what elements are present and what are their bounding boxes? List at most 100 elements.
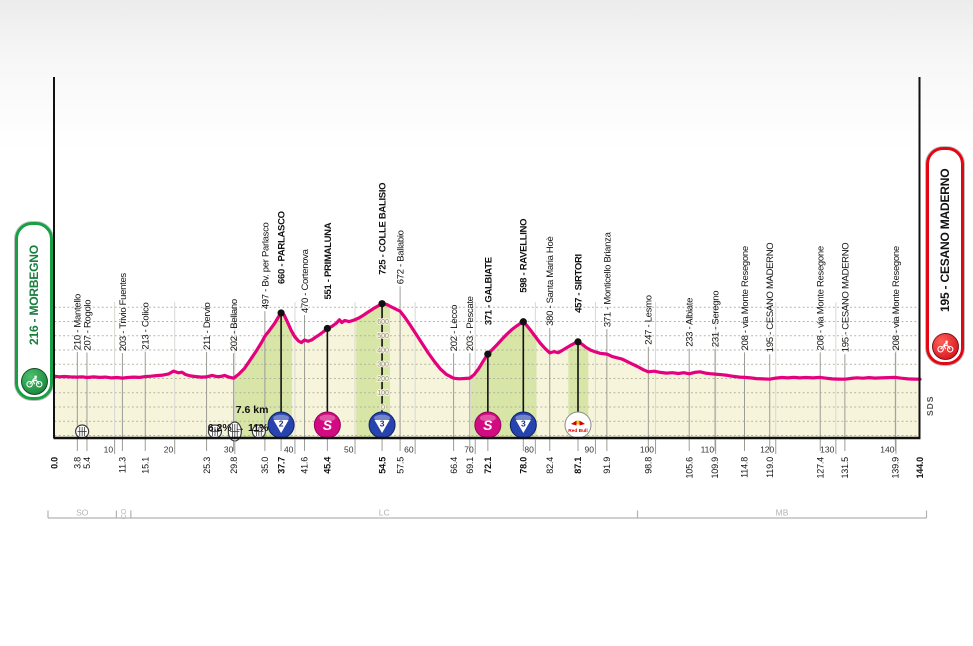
km-distance-label: 127.4 [815, 457, 825, 479]
km-distance-label: 37.7 [276, 457, 286, 474]
location-lines [76, 286, 896, 451]
sprint-letter: S [323, 417, 333, 433]
km-distance-label: 5.4 [82, 457, 92, 469]
finish-cyclist-icon [931, 333, 959, 360]
summit-dot [484, 350, 492, 358]
km-tick-label: 130 [820, 445, 834, 455]
location-label: 497 - Bv. per Parlasco [260, 222, 271, 309]
summit-dot [574, 338, 582, 346]
climb-marker: 3 [509, 411, 537, 439]
location-label: 207 - Rogolo [82, 300, 93, 351]
sprint-marker: S [313, 411, 341, 439]
km-distance-label: 41.6 [300, 457, 310, 474]
km-distance-label: 3.8 [73, 457, 83, 469]
climb-annotation: 7.6 km 6.2% → 11% [208, 404, 269, 434]
summit-dot [519, 318, 527, 326]
km-tick-label: 120 [760, 445, 774, 455]
redbull-marker: Red Bull [564, 411, 592, 439]
summit-dot [323, 324, 331, 333]
km-tick-label: 110 [701, 445, 715, 455]
km-distance-label: 57.5 [395, 457, 405, 474]
location-label: 210 - Mantello [73, 294, 84, 350]
km-distance-label: 144.0 [915, 457, 925, 479]
location-label: 470 - Cortenova [300, 248, 311, 313]
location-label: 195 - CESANO MADERNO [765, 243, 776, 353]
km-tick-label: 90 [584, 445, 594, 455]
location-label: 211 - Dervio [202, 302, 213, 349]
location-label: 208 - via Monte Resegone [891, 246, 902, 350]
km-distance-label: 87.1 [573, 457, 583, 474]
climb-annotation-gradient: 6.2% → 11% [208, 422, 269, 434]
summit-dot [277, 309, 285, 317]
km-distance-label: 0.0 [50, 457, 60, 469]
province-label: SO [76, 508, 89, 518]
km-distance-label: 15.1 [140, 457, 150, 474]
km-tick-label: 30 [224, 445, 234, 455]
location-label: 457 - SIRTORI [573, 254, 584, 313]
km-distance-labels: 0.0 3.8 5.4 11.3 15.1 25.3 29.8 35.0 37.7 41.6 45.… [50, 457, 926, 479]
location-label: 203 - Trivio Fuentes [118, 273, 129, 352]
km-tick-label: 10 [104, 445, 114, 455]
sprint-marker: S [474, 411, 502, 439]
km-distance-label: 35.0 [260, 457, 270, 474]
finish-location-box: 195 - CESANO MADERNO [926, 147, 964, 365]
km-distance-label: 131.5 [840, 457, 850, 479]
location-label: 598 - RAVELLINO [519, 219, 530, 293]
km-tick-label: 40 [284, 445, 294, 455]
redbull-label: Red Bull [568, 428, 587, 434]
elevation-scale-value: 500 [377, 333, 389, 340]
location-label: 202 - Lecco [449, 305, 460, 351]
km-distance-label: 82.4 [545, 457, 555, 474]
location-label: 195 - CESANO MADERNO [840, 243, 851, 353]
location-label: 380 - Santa Maria Hoè [545, 237, 556, 326]
elevation-scale-value: 0 [381, 404, 385, 411]
start-location-box: 216 - MORBEGNO [15, 222, 53, 400]
km-distance-label: 69.1 [465, 457, 475, 474]
climb-marker: 3 [368, 411, 396, 439]
elevation-scale-value: 600 [377, 319, 389, 326]
climb-category: 2 [279, 419, 284, 429]
location-label: 213 - Colico [141, 303, 152, 350]
climb-marker: 2 [267, 411, 295, 439]
km-tick-label: 60 [404, 445, 414, 455]
elevation-scale: 0 100 200 300 400 500 600 [376, 318, 390, 413]
location-label: 371 - GALBIATE [483, 257, 494, 325]
location-label: 371 - Monticello Brianza [602, 231, 613, 327]
location-label: 247 - Lesmo [644, 295, 655, 345]
location-label: 231 - Seregno [710, 291, 721, 347]
elevation-scale-value: 100 [377, 390, 389, 397]
location-label: 203 - Pescate [465, 296, 476, 351]
elevation-scale-value: 300 [377, 362, 389, 369]
km-tick-label: 70 [464, 445, 474, 455]
location-label: 233 - Albiate [685, 298, 696, 347]
km-distance-label: 25.3 [202, 457, 212, 474]
km-tick-label: 20 [164, 445, 174, 455]
km-distance-label: 98.8 [644, 457, 654, 474]
summit-dots [277, 300, 582, 358]
km-distance-label: 29.8 [229, 457, 239, 474]
province-bar: SO CO LC MB [47, 508, 928, 519]
km-distance-label: 54.5 [377, 457, 387, 474]
province-label: CO [121, 508, 128, 519]
location-label: 660 - PARLASCO [276, 211, 287, 284]
sds-watermark: SDS [925, 395, 935, 416]
tunnel-icon [207, 424, 223, 439]
km-distance-label: 139.9 [891, 457, 901, 479]
km-tick-label: 80 [524, 445, 534, 455]
finish-location-label: 195 - CESANO MADERNO [938, 168, 952, 313]
km-distance-label: 119.0 [765, 457, 775, 478]
tunnel-icon [75, 424, 90, 439]
km-distance-label: 91.9 [602, 457, 612, 474]
km-distance-label: 11.3 [118, 457, 128, 473]
location-label: 725 - COLLE BALISIO [377, 183, 388, 275]
start-location-label: 216 - MORBEGNO [27, 245, 41, 346]
climb-category: 3 [521, 419, 526, 429]
profile-line [52, 302, 922, 381]
km-gridlines [114, 302, 897, 437]
km-distance-label: 105.6 [684, 457, 694, 479]
km-tick-label: 100 [640, 445, 654, 455]
km-distance-label: 109.9 [710, 457, 720, 479]
km-distance-label: 78.0 [519, 457, 529, 474]
